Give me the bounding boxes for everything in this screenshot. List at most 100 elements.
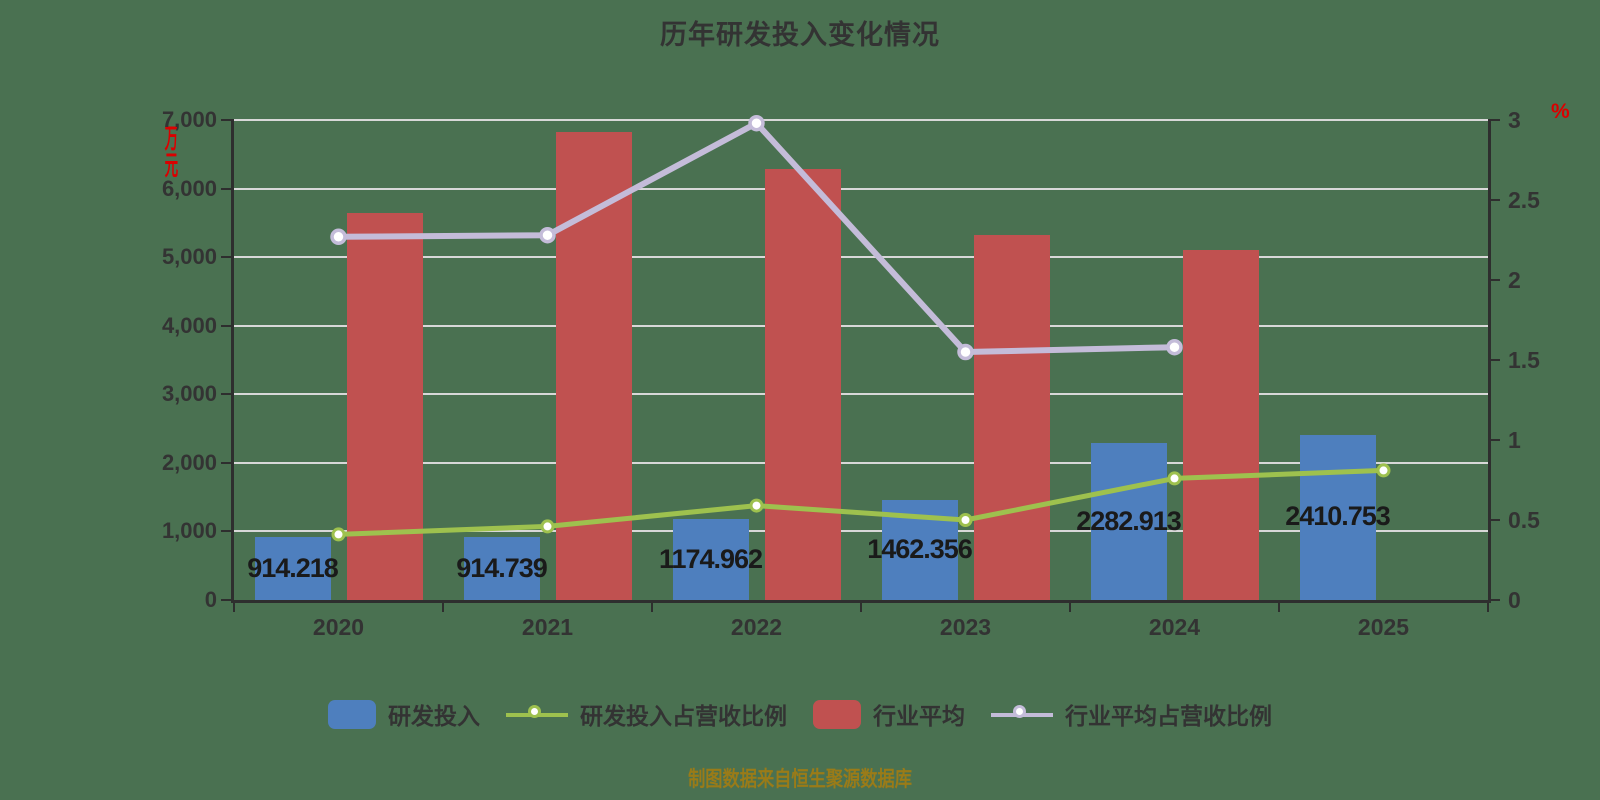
right-axis-tick-label: 3 xyxy=(1508,107,1521,133)
industry-average-bar[interactable] xyxy=(764,169,841,600)
h-gridline xyxy=(234,187,1488,190)
x-axis-category-label: 2023 xyxy=(939,614,992,640)
bar-value-label: 2282.913 xyxy=(1076,505,1182,536)
bar-value-label: 1462.356 xyxy=(867,533,973,564)
x-axis-tick xyxy=(1278,603,1280,612)
legend-line-marker-icon xyxy=(506,700,568,729)
left-axis-tick xyxy=(221,599,234,601)
industry-ratio-point[interactable] xyxy=(1166,338,1183,356)
data-source-caption: 制图数据来自恒生聚源数据库 xyxy=(688,768,912,791)
legend-line-dot xyxy=(528,704,541,718)
left-axis-tick-label: 4,000 xyxy=(161,312,217,338)
legend-label: 研发投入 xyxy=(388,703,480,729)
h-gridline xyxy=(234,461,1488,464)
rd-investment-bar[interactable] xyxy=(1299,434,1376,600)
industry-ratio-point[interactable] xyxy=(957,343,974,361)
legend-item-line-3[interactable]: 行业平均占营收比例 xyxy=(991,697,1272,731)
right-axis-tick-label: 2 xyxy=(1508,267,1521,293)
h-gridline xyxy=(234,119,1488,121)
left-axis-tick-label: 2,000 xyxy=(161,449,217,475)
y-axis-line xyxy=(231,120,234,603)
rd-ratio-polyline xyxy=(336,467,1386,537)
left-axis-tick xyxy=(221,119,234,121)
x-axis-tick xyxy=(1487,603,1489,612)
x-axis-tick xyxy=(651,603,653,612)
x-axis-category-label: 2022 xyxy=(730,614,783,640)
x-axis-category-label: 2024 xyxy=(1148,614,1201,640)
left-axis-tick-label: 0 xyxy=(204,587,217,612)
rd-investment-bar[interactable] xyxy=(463,537,540,600)
rd-investment-bar[interactable] xyxy=(254,537,331,600)
industry-average-bar[interactable] xyxy=(973,234,1050,600)
left-axis-tick xyxy=(221,393,234,396)
right-axis-unit-label: % xyxy=(1551,100,1570,123)
legend-bar-swatch-icon xyxy=(328,699,376,729)
left-axis-tick xyxy=(221,530,234,533)
left-axis-tick-label: 7,000 xyxy=(161,107,217,132)
x-axis-tick xyxy=(1069,603,1071,612)
x-axis-tick xyxy=(860,603,862,612)
right-axis-tick-label: 2.5 xyxy=(1508,187,1540,213)
right-axis-tick xyxy=(1488,519,1500,521)
left-axis-tick-label: 6,000 xyxy=(161,175,217,201)
legend-item-bar-2[interactable]: 行业平均 xyxy=(813,697,965,731)
legend-label: 研发投入占营收比例 xyxy=(580,703,787,729)
right-axis-tick xyxy=(1488,599,1500,601)
right-axis-line xyxy=(1488,120,1491,603)
h-gridline xyxy=(234,393,1488,396)
right-axis-tick-label: 1.5 xyxy=(1508,347,1540,373)
left-axis-tick-label: 1,000 xyxy=(161,518,217,544)
rd-ratio-line xyxy=(331,463,1391,542)
legend-line-dot xyxy=(1013,704,1026,718)
h-gridline xyxy=(234,530,1488,533)
right-axis-tick xyxy=(1488,359,1500,361)
right-axis-tick-label: 0.5 xyxy=(1508,507,1540,533)
bar-value-label: 914.218 xyxy=(247,552,339,583)
rd-ratio-point[interactable] xyxy=(1167,471,1182,486)
legend-bar-swatch-icon xyxy=(813,699,861,729)
left-axis-tick xyxy=(221,324,234,327)
chart-title: 历年研发投入变化情况 xyxy=(660,20,940,50)
left-axis-tick xyxy=(221,187,234,190)
rd-ratio-point[interactable] xyxy=(331,527,346,542)
industry-ratio-point[interactable] xyxy=(330,228,347,246)
rd-ratio-point[interactable] xyxy=(958,513,973,527)
x-axis-tick xyxy=(442,603,444,612)
right-axis-tick xyxy=(1488,119,1500,121)
legend: 研发投入 研发投入占营收比例 行业平均 行业平均占营收比例 xyxy=(0,697,1600,731)
h-gridline xyxy=(234,324,1488,327)
bar-value-label: 1174.962 xyxy=(658,543,763,574)
x-axis-line xyxy=(231,600,1491,603)
rd-ratio-point[interactable] xyxy=(540,519,555,534)
right-axis-tick xyxy=(1488,279,1500,281)
rd-investment-bar[interactable] xyxy=(1090,443,1167,600)
x-axis-category-label: 2020 xyxy=(312,614,365,640)
legend-item-bar-0[interactable]: 研发投入 xyxy=(328,697,480,731)
legend-line-marker-icon xyxy=(991,700,1053,729)
rd-ratio-point[interactable] xyxy=(749,498,764,513)
left-axis-tick xyxy=(221,461,234,464)
legend-label: 行业平均 xyxy=(873,703,965,729)
legend-label: 行业平均占营收比例 xyxy=(1065,703,1272,729)
left-axis-tick xyxy=(221,256,234,259)
left-axis-unit-label: 万元 xyxy=(162,124,178,178)
x-axis-category-label: 2025 xyxy=(1357,614,1410,640)
rd-ratio-point[interactable] xyxy=(1376,463,1391,478)
x-axis-tick xyxy=(233,603,235,612)
rd-investment-bar[interactable] xyxy=(672,519,749,600)
legend-item-line-1[interactable]: 研发投入占营收比例 xyxy=(506,697,787,731)
right-axis-tick-label: 0 xyxy=(1508,587,1521,613)
left-axis-tick-label: 3,000 xyxy=(161,381,217,407)
bar-value-label: 2410.753 xyxy=(1285,501,1391,532)
industry-average-bar[interactable] xyxy=(1182,250,1259,600)
right-axis-tick xyxy=(1488,439,1500,441)
right-axis-tick xyxy=(1488,199,1500,201)
industry-ratio-line xyxy=(330,114,1183,361)
industry-ratio-point[interactable] xyxy=(748,114,765,132)
right-axis-tick-label: 1 xyxy=(1508,427,1521,453)
industry-ratio-point[interactable] xyxy=(539,226,556,244)
bar-value-label: 914.739 xyxy=(456,552,548,583)
x-axis-category-label: 2021 xyxy=(521,614,574,640)
